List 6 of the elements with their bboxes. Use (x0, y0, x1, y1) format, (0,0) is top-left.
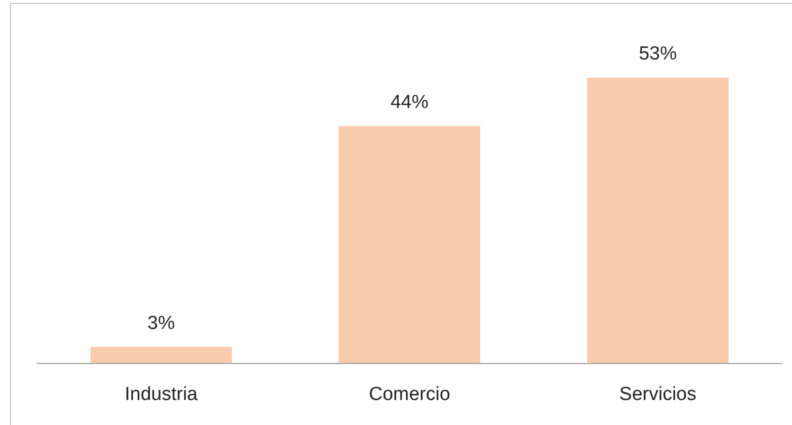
x-tick-label: Industria (124, 384, 198, 405)
x-tick-label: Servicios (619, 384, 696, 405)
data-label: 53% (638, 44, 677, 65)
data-label: 3% (147, 312, 175, 334)
data-label: 44% (390, 92, 429, 114)
x-tick-label: Comercio (368, 384, 450, 405)
